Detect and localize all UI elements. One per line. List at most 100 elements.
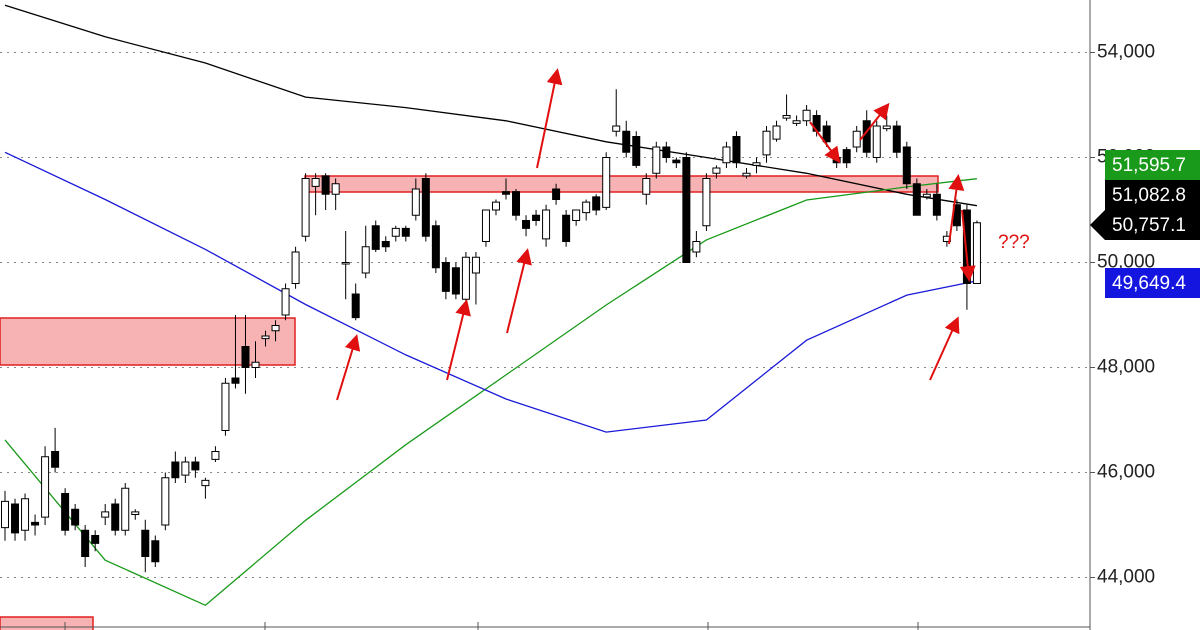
price-box-label: 51,082.8 bbox=[1112, 185, 1186, 206]
candle-body bbox=[461, 256, 470, 300]
candle-body bbox=[542, 209, 551, 240]
candle-body bbox=[602, 157, 611, 208]
candle-body bbox=[271, 325, 280, 332]
candle-body bbox=[572, 209, 581, 221]
arrow bbox=[959, 209, 976, 282]
candle-body bbox=[211, 451, 220, 460]
last-close-box bbox=[1090, 210, 1200, 240]
candle-body bbox=[632, 136, 641, 166]
candle-body bbox=[962, 209, 971, 284]
candle-body bbox=[702, 178, 711, 227]
price-box-label: 49,649.4 bbox=[1112, 273, 1186, 294]
candle-body bbox=[481, 209, 490, 242]
candle-body bbox=[321, 175, 330, 195]
candle-body bbox=[91, 535, 100, 544]
y-tick-label: 44,000 bbox=[1097, 567, 1155, 588]
arrow bbox=[506, 248, 532, 334]
candle-body bbox=[852, 130, 861, 148]
candle-body bbox=[121, 487, 130, 531]
candle-body bbox=[431, 225, 440, 269]
candle-body bbox=[191, 461, 200, 471]
candle-body bbox=[872, 125, 881, 158]
candle-body bbox=[712, 167, 721, 174]
candle-body bbox=[892, 125, 901, 153]
candle-body bbox=[752, 162, 761, 166]
candle-body bbox=[922, 193, 931, 198]
price-box bbox=[1105, 180, 1200, 210]
candle-body bbox=[61, 493, 70, 531]
price-box-label: 51,595.7 bbox=[1112, 155, 1186, 176]
candle-body bbox=[201, 479, 210, 487]
candle-body bbox=[31, 521, 40, 526]
arrow bbox=[859, 102, 890, 141]
candle-body bbox=[81, 529, 90, 557]
price-box bbox=[1105, 150, 1200, 180]
candle-body bbox=[722, 146, 731, 164]
candle-body bbox=[792, 120, 801, 124]
zone bbox=[0, 616, 94, 630]
candle-body bbox=[662, 146, 671, 158]
candle-body bbox=[241, 346, 250, 368]
candle-body bbox=[682, 157, 691, 263]
candle-body bbox=[351, 293, 360, 319]
candle-body bbox=[522, 220, 531, 229]
candle-body bbox=[592, 196, 601, 211]
candle-body bbox=[101, 511, 110, 518]
candle-body bbox=[261, 335, 270, 340]
candle-body bbox=[311, 178, 320, 187]
candle-body bbox=[251, 361, 260, 368]
candle-body bbox=[151, 540, 160, 563]
candle-body bbox=[1, 500, 9, 529]
candle-body bbox=[642, 178, 651, 195]
candle-body bbox=[221, 382, 230, 431]
y-tick-label: 50,000 bbox=[1097, 252, 1155, 273]
candle-body bbox=[842, 149, 851, 164]
candle-body bbox=[51, 451, 60, 468]
x-ticks bbox=[64, 622, 919, 630]
candle-body bbox=[361, 246, 370, 274]
candle-body bbox=[762, 130, 771, 156]
candle-body bbox=[772, 125, 781, 140]
price-boxes: 51,082.8 51,595.7 49,649.4 50,757.1 bbox=[1090, 150, 1200, 298]
candle-body bbox=[441, 262, 450, 292]
candle-body bbox=[181, 461, 190, 476]
candle-body bbox=[21, 498, 30, 531]
candle-body bbox=[451, 267, 460, 295]
last-close-label: 50,757.1 bbox=[1112, 215, 1186, 236]
moving-average bbox=[4, 151, 978, 433]
candle-body bbox=[381, 241, 390, 248]
candle-body bbox=[802, 109, 811, 122]
candle-body bbox=[672, 159, 681, 164]
y-tick-label: 48,000 bbox=[1097, 357, 1155, 378]
candle-body bbox=[502, 191, 510, 195]
zone bbox=[304, 175, 939, 193]
candle-body bbox=[141, 529, 150, 557]
candle-body bbox=[932, 193, 941, 216]
candle-body bbox=[11, 503, 20, 534]
candle-body bbox=[231, 377, 240, 384]
moving-average bbox=[4, 4, 978, 207]
arrow bbox=[336, 334, 361, 401]
candle-body bbox=[562, 214, 571, 242]
candle-body bbox=[612, 125, 621, 132]
candle-body bbox=[532, 214, 541, 221]
price-box bbox=[1105, 268, 1200, 298]
candle-body bbox=[782, 115, 791, 119]
candle-body bbox=[972, 222, 981, 284]
candle-body bbox=[331, 183, 340, 195]
y-tick-label: 46,000 bbox=[1097, 462, 1155, 483]
arrow bbox=[929, 316, 960, 381]
candle-body bbox=[401, 227, 410, 237]
candle-body bbox=[281, 288, 290, 316]
candle-body bbox=[341, 262, 350, 265]
candle-body bbox=[512, 191, 521, 216]
candle-body bbox=[822, 125, 831, 143]
candle-body bbox=[622, 130, 631, 153]
candle-body bbox=[161, 477, 170, 526]
candle-body bbox=[692, 241, 701, 253]
candle-body bbox=[882, 125, 891, 130]
candles bbox=[1, 89, 981, 573]
candle-body bbox=[582, 201, 591, 214]
